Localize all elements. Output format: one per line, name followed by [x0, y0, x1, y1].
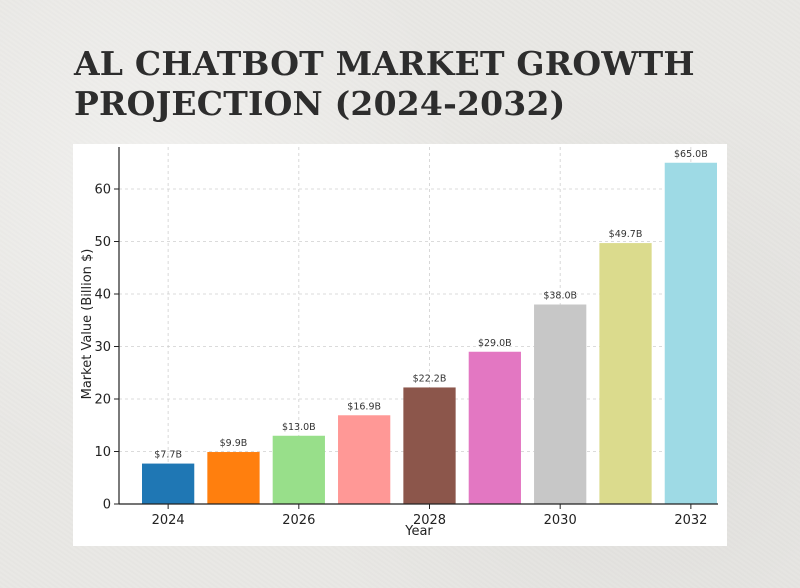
value-label-2027: $16.9B [347, 401, 381, 412]
y-tick-label: 0 [103, 498, 111, 513]
bar-2029 [468, 351, 521, 504]
value-label-2031: $49.7B [609, 229, 643, 240]
value-label-2024: $7.7B [154, 450, 182, 461]
y-tick-label: 50 [94, 235, 111, 250]
x-tick-label: 2030 [544, 513, 577, 528]
bar-2024 [142, 463, 195, 504]
bar-2025 [207, 452, 260, 504]
y-axis-title: Market Value (Billion $) [80, 249, 95, 400]
bar-chart: $7.7B $9.9B $13.0B $16.9B $22.2B $29.0B $38.0B… [80, 147, 718, 539]
x-tick-label: 2026 [282, 513, 315, 528]
bar-2030 [534, 304, 587, 504]
page-title: AL CHATBOT MARKET GROWTH PROJECTION (202… [74, 44, 695, 123]
y-tick-label: 60 [94, 183, 111, 198]
y-tick-label: 30 [94, 340, 111, 355]
value-label-2028: $22.2B [413, 373, 447, 384]
x-axis-title: Year [404, 524, 433, 539]
value-label-2029: $29.0B [478, 338, 512, 349]
bar-2031 [599, 243, 652, 504]
value-label-2025: $9.9B [220, 438, 248, 449]
bar-2032 [664, 162, 717, 504]
value-label-2030: $38.0B [543, 291, 577, 302]
bar-2026 [272, 435, 325, 504]
x-tick-label: 2024 [152, 513, 185, 528]
value-label-2032: $65.0B [674, 149, 708, 160]
chart-card: $7.7B $9.9B $13.0B $16.9B $22.2B $29.0B $38.0B… [73, 144, 727, 546]
x-tick-label: 2032 [674, 513, 707, 528]
y-tick-label: 40 [94, 288, 111, 303]
value-label-2026: $13.0B [282, 422, 316, 433]
bar-2028 [403, 387, 456, 504]
y-tick-label: 20 [94, 393, 111, 408]
x-tick-label: 2028 [413, 513, 446, 528]
value-labels: $7.7B $9.9B $13.0B $16.9B $22.2B $29.0B $38.0B… [154, 149, 707, 461]
y-tick-label: 10 [94, 445, 111, 460]
bars [142, 162, 717, 504]
bar-2027 [338, 415, 391, 504]
